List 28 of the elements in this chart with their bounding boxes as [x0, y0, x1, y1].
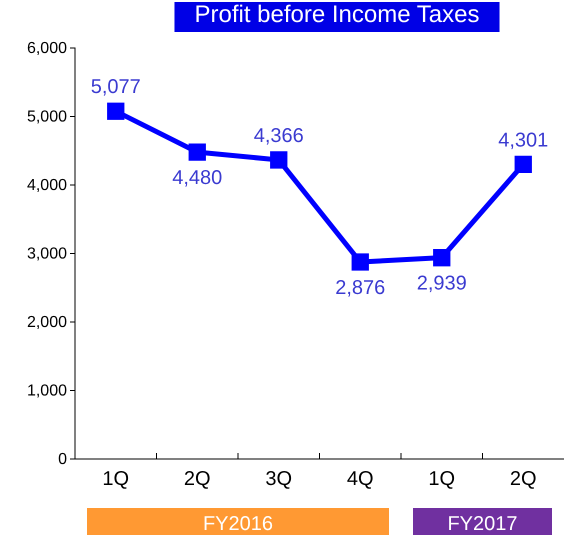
x-tick-label: 4Q [346, 468, 374, 490]
point [107, 102, 124, 120]
y-tick-label: 0 [58, 451, 68, 468]
data-label: 2,939 [416, 272, 467, 295]
y-tick-label: 3,000 [26, 246, 68, 263]
data-label: 4,480 [172, 167, 222, 190]
x-tick-label: 1Q [102, 468, 130, 490]
point [270, 151, 288, 169]
x-tick-label: 2Q [184, 468, 211, 490]
x-tick-label: 3Q [265, 468, 292, 490]
data-label: 2,876 [335, 276, 386, 299]
point [514, 156, 532, 174]
y-tick-label: 1,000 [26, 382, 68, 400]
y-tick-label: 2,000 [26, 314, 68, 332]
data-label: 4,366 [254, 124, 304, 147]
x-tick-label: 2Q [510, 468, 537, 490]
x-tick-label: 1Q [428, 468, 456, 490]
y-tick-label: 4,000 [26, 177, 68, 194]
chart-title: Profit before Income Taxes [194, 1, 480, 28]
point [188, 143, 206, 161]
point [352, 253, 369, 271]
y-tick-label: 5,000 [26, 108, 68, 126]
point [433, 249, 450, 266]
data-label: 4,301 [498, 129, 548, 152]
data-label: 5,077 [90, 76, 141, 98]
text: FY2017 [447, 513, 518, 535]
y-tick-label: 6,000 [26, 40, 68, 58]
text: FY2016 [202, 513, 274, 535]
